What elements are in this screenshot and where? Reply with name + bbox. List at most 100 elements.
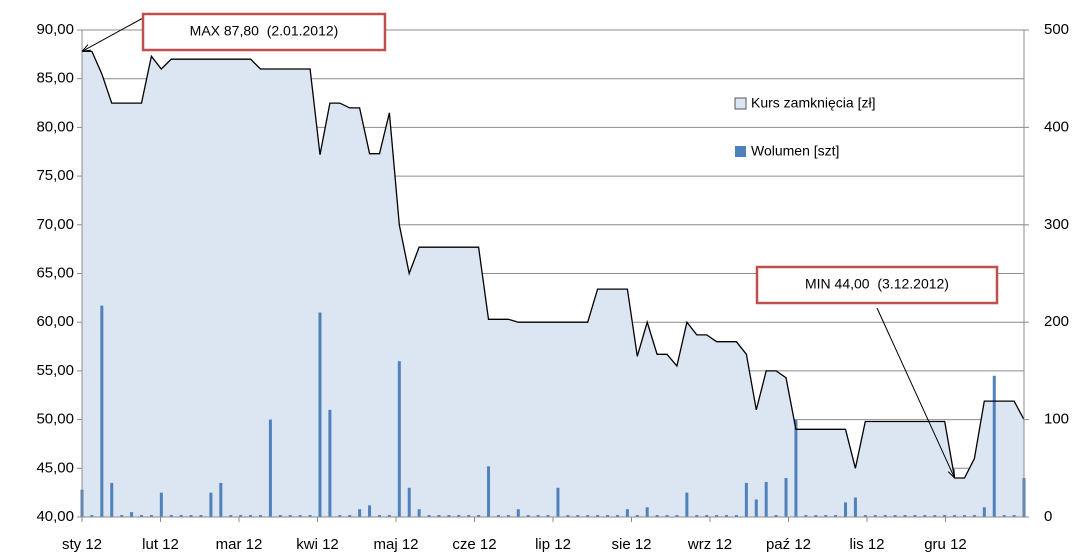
volume-bar xyxy=(139,515,143,517)
volume-bar xyxy=(219,482,223,517)
volume-bar xyxy=(1012,515,1016,517)
volume-bar xyxy=(963,515,967,517)
volume-bar xyxy=(794,419,798,517)
volume-bar xyxy=(120,515,124,517)
y2-tick-label: 300 xyxy=(1044,216,1069,233)
volume-bar xyxy=(834,515,838,517)
y-tick-label: 60,00 xyxy=(36,313,74,330)
volume-bar xyxy=(358,509,362,517)
volume-bar xyxy=(655,515,659,517)
y-tick-label: 85,00 xyxy=(36,70,74,87)
volume-bar xyxy=(853,497,857,517)
volume-bar xyxy=(933,515,937,517)
volume-bar xyxy=(744,482,748,517)
volume-bar xyxy=(328,409,332,517)
volume-bar xyxy=(209,492,213,517)
volume-bar xyxy=(169,515,173,517)
y-tick-label: 75,00 xyxy=(36,167,74,184)
volume-bar xyxy=(992,375,996,517)
annotation-text: MAX 87,80 (2.01.2012) xyxy=(190,23,339,39)
volume-bar xyxy=(685,492,689,517)
volume-bar xyxy=(477,515,481,517)
arrow-head xyxy=(947,469,956,479)
y-tick-label: 45,00 xyxy=(36,459,74,476)
volume-bar xyxy=(258,515,262,517)
volume-bar xyxy=(387,515,391,517)
volume-bar xyxy=(506,515,510,517)
volume-bar xyxy=(625,509,629,517)
legend-swatch xyxy=(735,146,746,157)
y2-tick-label: 400 xyxy=(1044,118,1069,135)
x-tick-label: lut 12 xyxy=(142,536,179,553)
volume-bar xyxy=(249,515,253,517)
volume-bar xyxy=(447,515,451,517)
y-tick-label: 80,00 xyxy=(36,118,74,135)
volume-bar xyxy=(368,505,372,517)
volume-bar xyxy=(972,515,976,517)
y2-tick-label: 100 xyxy=(1044,411,1069,428)
volume-bar xyxy=(348,515,352,517)
x-tick-label: mar 12 xyxy=(216,536,263,553)
volume-bar xyxy=(90,515,94,517)
volume-bar xyxy=(645,507,649,517)
volume-bar xyxy=(863,515,867,517)
volume-bar xyxy=(596,515,600,517)
volume-bar xyxy=(149,515,153,517)
volume-bar xyxy=(824,515,828,517)
volume-bar xyxy=(487,466,491,517)
volume-bar xyxy=(953,515,957,517)
volume-bar xyxy=(100,305,104,517)
volume-bar xyxy=(179,515,183,517)
volume-bar xyxy=(883,515,887,517)
annotation-arrow xyxy=(81,17,144,52)
x-tick-label: kwi 12 xyxy=(296,536,339,553)
volume-bar xyxy=(913,515,917,517)
volume-bar xyxy=(923,515,927,517)
legend-swatch xyxy=(734,97,747,110)
volume-bar xyxy=(566,515,570,517)
volume-bar xyxy=(298,515,302,517)
volume-bar xyxy=(982,507,986,517)
y2-tick-label: 0 xyxy=(1044,508,1052,525)
volume-bar xyxy=(705,515,709,517)
volume-bar xyxy=(377,515,381,517)
volume-bar xyxy=(725,515,729,517)
volume-bar xyxy=(695,515,699,517)
volume-bar xyxy=(635,515,639,517)
y2-tick-label: 200 xyxy=(1044,313,1069,330)
volume-bar xyxy=(288,515,292,517)
volume-bar xyxy=(754,499,758,517)
price-line xyxy=(82,50,1025,479)
volume-bar xyxy=(814,515,818,517)
x-tick-label: sie 12 xyxy=(611,536,651,553)
volume-bar xyxy=(546,515,550,517)
volume-bar xyxy=(516,509,520,517)
volume-bar xyxy=(199,515,203,517)
y2-tick-label: 500 xyxy=(1044,21,1069,38)
arrow-head xyxy=(81,44,91,52)
volume-bar xyxy=(268,419,272,517)
volume-bar xyxy=(734,515,738,517)
volume-bar xyxy=(338,515,342,517)
volume-bar xyxy=(943,515,947,517)
x-tick-label: lis 12 xyxy=(849,536,884,553)
y-tick-label: 90,00 xyxy=(36,21,74,38)
volume-bar xyxy=(407,487,411,517)
x-tick-label: lip 12 xyxy=(535,536,571,553)
x-tick-label: wrz 12 xyxy=(687,536,732,553)
volume-bar xyxy=(496,515,500,517)
annotation-arrow xyxy=(876,307,956,479)
volume-bar xyxy=(318,312,322,517)
volume-bar xyxy=(467,515,471,517)
volume-bar xyxy=(239,515,243,517)
x-tick-label: gru 12 xyxy=(924,536,967,553)
volume-bar xyxy=(437,515,441,517)
annotation-box xyxy=(141,12,387,52)
volume-bar xyxy=(586,515,590,517)
volume-bar xyxy=(715,515,719,517)
y-tick-label: 70,00 xyxy=(36,216,74,233)
annotation-text: MIN 44,00 (3.12.2012) xyxy=(805,276,949,292)
volume-bar xyxy=(774,515,778,517)
volume-bar xyxy=(556,487,560,517)
